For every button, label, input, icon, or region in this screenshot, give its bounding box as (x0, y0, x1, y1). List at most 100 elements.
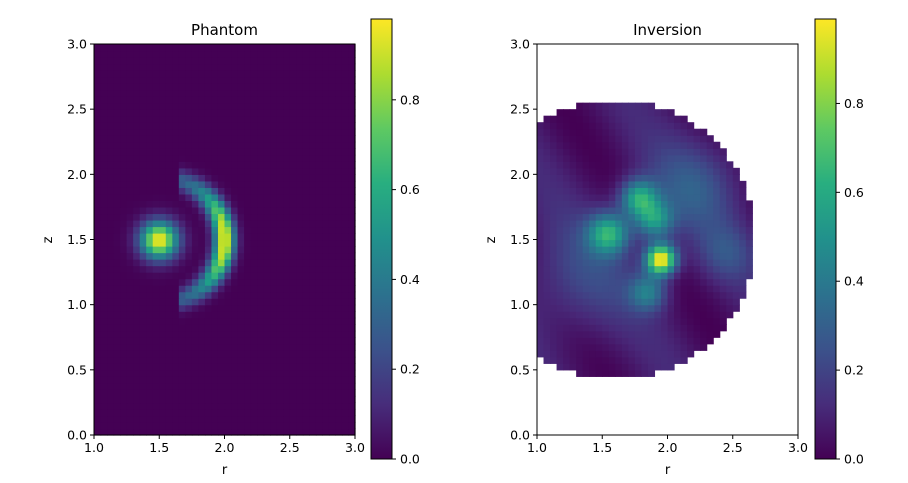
heatmap-cell (654, 317, 662, 325)
heatmap-cell (107, 70, 115, 78)
heatmap-cell (237, 252, 245, 260)
heatmap-cell (328, 76, 337, 84)
heatmap-cell (335, 356, 343, 364)
heatmap-cell (231, 330, 239, 338)
heatmap-cell (641, 330, 649, 338)
heatmap-cell (165, 206, 173, 215)
heatmap-cell (693, 317, 701, 325)
heatmap-cell (133, 57, 141, 65)
heatmap-cell (113, 304, 121, 312)
heatmap-cell (328, 304, 337, 312)
heatmap-cell (706, 135, 714, 143)
heatmap-cell (231, 128, 239, 136)
heatmap-cell (569, 285, 577, 293)
heatmap-cell (309, 252, 317, 260)
heatmap-cell (165, 63, 173, 71)
heatmap-cell (615, 298, 623, 306)
heatmap-cell (100, 356, 108, 364)
heatmap-cell (641, 272, 649, 280)
heatmap-cell (224, 200, 232, 208)
heatmap-cell (569, 239, 577, 247)
heatmap-cell (315, 376, 323, 384)
heatmap-cell (582, 304, 590, 312)
heatmap-cell (615, 167, 623, 175)
heatmap-cell (667, 246, 675, 254)
heatmap-cell (165, 395, 173, 404)
heatmap-cell (217, 102, 226, 110)
heatmap-cell (556, 324, 564, 332)
heatmap-cell (257, 350, 265, 358)
heatmap-cell (178, 135, 186, 143)
heatmap-cell (589, 272, 597, 280)
heatmap-cell (348, 206, 356, 215)
heatmap-cell (621, 187, 629, 195)
heatmap-cell (576, 311, 584, 319)
heatmap-cell (165, 109, 173, 117)
heatmap-cell (224, 70, 232, 78)
heatmap-cell (543, 350, 551, 358)
heatmap-cell (217, 206, 226, 215)
heatmap-cell (211, 363, 219, 371)
heatmap-cell (634, 246, 643, 254)
x-tick-label: 1.5 (149, 440, 169, 455)
heatmap-cell (302, 304, 310, 312)
heatmap-cell (165, 96, 173, 104)
heatmap-cell (276, 415, 284, 423)
heatmap-cell (126, 408, 134, 417)
heatmap-cell (107, 128, 115, 136)
heatmap-cell (250, 356, 258, 364)
heatmap-cell (706, 174, 714, 182)
heatmap-cell (680, 219, 688, 228)
heatmap-cell (289, 272, 297, 280)
heatmap-cell (178, 246, 186, 254)
heatmap-cell (185, 363, 193, 371)
heatmap-cell (237, 402, 245, 410)
x-tick-label: 2.5 (280, 440, 300, 455)
heatmap-cell (348, 395, 356, 404)
heatmap-cell (641, 278, 649, 286)
heatmap-cell (628, 206, 636, 215)
heatmap-cell (726, 200, 734, 208)
heatmap-cell (322, 285, 330, 293)
heatmap-cell (270, 298, 278, 306)
heatmap-cell (191, 174, 200, 182)
heatmap-cell (133, 102, 141, 110)
heatmap-cell (152, 161, 160, 169)
heatmap-cell (582, 246, 590, 254)
heatmap-cell (602, 350, 610, 358)
y-tick-label: 3.0 (510, 37, 530, 52)
heatmap-cell (198, 76, 206, 84)
heatmap-cell (126, 246, 134, 254)
heatmap-cell (634, 324, 643, 332)
heatmap-cell (257, 232, 265, 241)
heatmap-cell (582, 239, 590, 247)
heatmap-cell (726, 304, 734, 312)
heatmap-cell (608, 350, 616, 358)
heatmap-cell (641, 311, 649, 319)
heatmap-cell (302, 226, 310, 234)
heatmap-cell (237, 63, 245, 71)
heatmap-cell (178, 115, 186, 123)
heatmap-cell (113, 232, 121, 241)
heatmap-cell (217, 70, 226, 78)
heatmap-cell (100, 304, 108, 312)
heatmap-cell (576, 363, 584, 371)
heatmap-cell (654, 356, 662, 364)
heatmap-cell (139, 161, 147, 169)
heatmap-cell (217, 324, 226, 332)
heatmap-cell (719, 180, 727, 188)
heatmap-cell (563, 337, 571, 345)
heatmap-cell (100, 324, 108, 332)
heatmap-cell (302, 167, 310, 175)
heatmap-cell (647, 193, 656, 201)
heatmap-cell (244, 356, 252, 364)
heatmap-cell (680, 239, 688, 247)
heatmap-cell (660, 128, 669, 136)
heatmap-cell (257, 252, 265, 260)
heatmap-cell (563, 148, 571, 156)
heatmap-cell (139, 324, 147, 332)
heatmap-cell (94, 50, 102, 58)
heatmap-cell (159, 363, 167, 371)
heatmap-cell (348, 415, 356, 423)
heatmap-cell (687, 148, 695, 156)
